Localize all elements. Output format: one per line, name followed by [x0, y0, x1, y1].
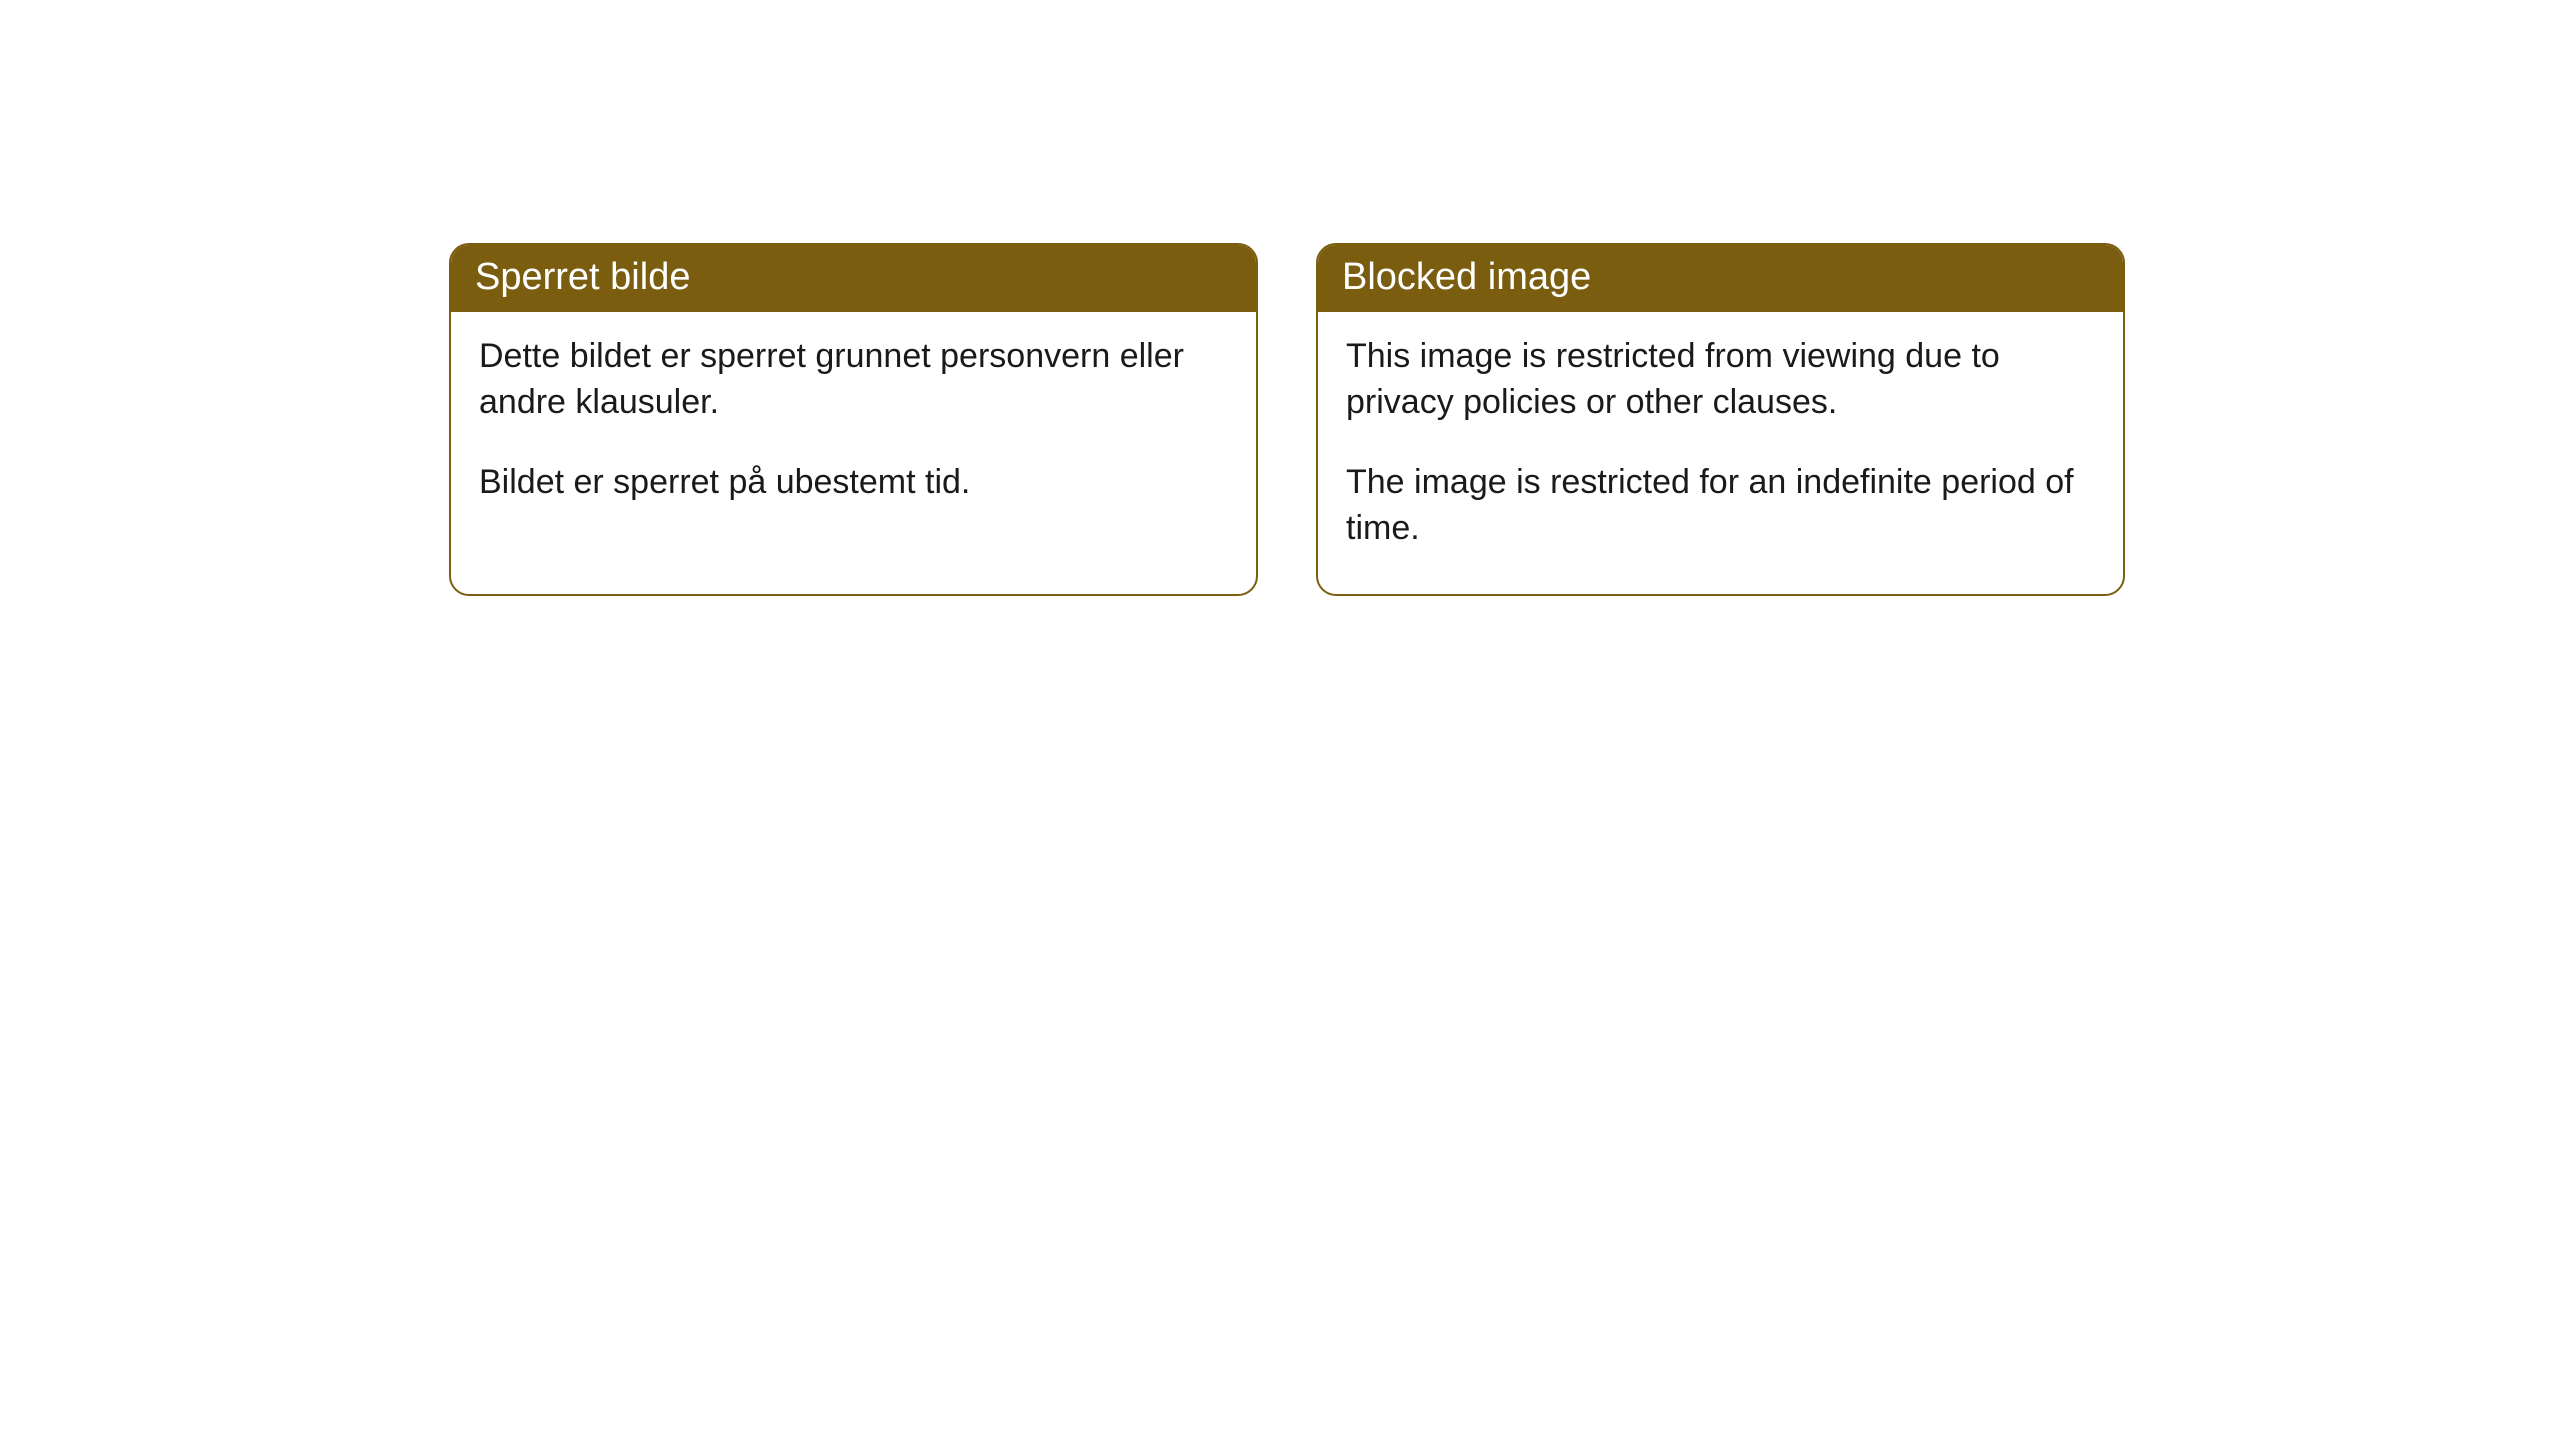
card-text-en-1: This image is restricted from viewing du… — [1346, 334, 2095, 426]
card-body-en: This image is restricted from viewing du… — [1318, 312, 2123, 594]
card-text-no-2: Bildet er sperret på ubestemt tid. — [479, 460, 1228, 506]
card-header-en: Blocked image — [1318, 245, 2123, 312]
notice-container: Sperret bilde Dette bildet er sperret gr… — [0, 0, 2560, 596]
blocked-image-card-no: Sperret bilde Dette bildet er sperret gr… — [449, 243, 1258, 596]
card-body-no: Dette bildet er sperret grunnet personve… — [451, 312, 1256, 548]
blocked-image-card-en: Blocked image This image is restricted f… — [1316, 243, 2125, 596]
card-text-en-2: The image is restricted for an indefinit… — [1346, 460, 2095, 552]
card-text-no-1: Dette bildet er sperret grunnet personve… — [479, 334, 1228, 426]
card-header-no: Sperret bilde — [451, 245, 1256, 312]
